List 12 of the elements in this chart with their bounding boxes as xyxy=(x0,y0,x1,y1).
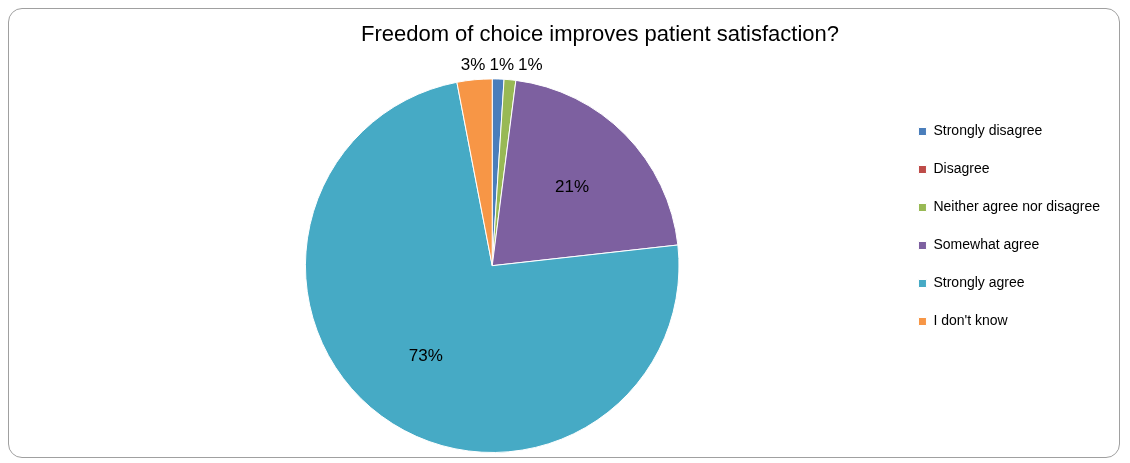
legend-label: Neither agree nor disagree xyxy=(933,198,1101,215)
data-label: 73% xyxy=(408,345,443,365)
data-label: 1% xyxy=(489,54,514,74)
data-label: 1% xyxy=(517,55,543,75)
chart-title: Freedom of choice improves patient satisfaction? xyxy=(360,21,840,47)
data-label: 3% xyxy=(460,55,486,75)
data-label: 21% xyxy=(555,176,590,196)
legend-label: I don't know xyxy=(933,312,1009,329)
legend-label: Somewhat agree xyxy=(933,236,1040,253)
legend-label: Strongly disagree xyxy=(933,122,1043,139)
legend-label: Strongly agree xyxy=(933,274,1025,291)
legend-label: Disagree xyxy=(933,160,990,177)
